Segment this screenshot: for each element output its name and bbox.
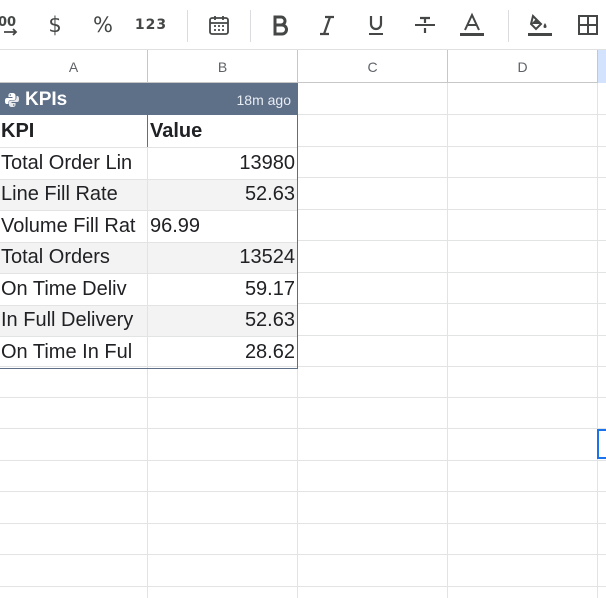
header-cell-value[interactable]: Value <box>150 119 203 142</box>
calendar-icon <box>209 16 229 35</box>
kpi-cell[interactable]: Volume Fill Rat <box>0 211 148 242</box>
strikethrough-icon <box>415 16 435 33</box>
gridline <box>298 114 606 115</box>
gridline <box>0 397 606 398</box>
refresh-age: 18m ago <box>236 91 291 108</box>
kpi-cell[interactable]: Total Order Lin <box>0 148 148 179</box>
table-row: On Time Deliv 59.17 <box>0 273 297 305</box>
column-headers: A B C D <box>0 50 606 83</box>
kpi-table[interactable]: KPIs 18m ago KPI Value Total Order Lin 1… <box>0 83 298 369</box>
gridline <box>298 272 606 273</box>
gridline <box>298 209 606 210</box>
value-cell[interactable]: 96.99 <box>150 214 201 237</box>
selected-cell-edge <box>597 429 606 459</box>
italic-button[interactable] <box>314 8 340 42</box>
bold-button[interactable] <box>267 8 293 42</box>
toolbar-separator <box>187 10 188 42</box>
more-formats-button[interactable]: 123 <box>134 8 168 42</box>
text-color-button[interactable] <box>458 8 486 42</box>
paint-bucket-icon <box>528 14 552 36</box>
svg-text:00: 00 <box>0 15 16 30</box>
header-cell-kpi[interactable]: KPI <box>0 115 148 147</box>
gridline <box>0 491 606 492</box>
borders-button[interactable] <box>574 8 602 42</box>
kpi-cell[interactable]: Line Fill Rate <box>0 179 148 210</box>
spreadsheet-grid[interactable]: KPIs 18m ago KPI Value Total Order Lin 1… <box>0 83 606 598</box>
column-header-b[interactable]: B <box>148 50 298 83</box>
gridline <box>597 83 598 598</box>
table-row: In Full Delivery 52.63 <box>0 304 297 336</box>
value-cell[interactable]: 59.17 <box>244 277 295 300</box>
gridline <box>298 177 606 178</box>
text-color-icon <box>460 12 484 36</box>
borders-icon <box>578 15 598 35</box>
table-title-text: KPIs <box>25 88 68 110</box>
strikethrough-button[interactable] <box>410 8 440 42</box>
gridline <box>0 586 606 587</box>
gridline <box>0 460 606 461</box>
table-title: KPIs <box>4 89 67 111</box>
gridline <box>298 303 606 304</box>
column-header-a[interactable]: A <box>0 50 148 83</box>
toolbar-separator <box>250 10 251 42</box>
italic-icon <box>320 15 334 36</box>
underline-icon <box>369 16 383 35</box>
gridline <box>447 83 448 598</box>
table-row: Total Orders 13524 <box>0 241 297 273</box>
value-cell[interactable]: 52.63 <box>244 183 295 206</box>
table-row: On Time In Ful 28.62 <box>0 336 297 368</box>
gridline <box>0 366 606 367</box>
decrease-decimal-button[interactable]: 00 <box>0 8 24 42</box>
decrease-decimal-icon: 00 <box>0 15 18 36</box>
value-cell[interactable]: 13980 <box>239 151 295 174</box>
bold-icon <box>273 15 288 36</box>
gridline <box>0 428 606 429</box>
kpi-cell[interactable]: On Time Deliv <box>0 274 148 305</box>
formatting-toolbar: 00 $ % 123 <box>0 0 606 50</box>
table-title-bar[interactable]: KPIs 18m ago <box>0 84 297 115</box>
insert-date-button[interactable] <box>205 8 233 42</box>
table-row: Line Fill Rate 52.63 <box>0 178 297 210</box>
underline-button[interactable] <box>363 8 389 42</box>
gridline <box>0 523 606 524</box>
kpi-cell[interactable]: In Full Delivery <box>0 305 148 336</box>
python-icon <box>5 92 19 107</box>
column-header-selected-edge <box>598 50 606 83</box>
gridline <box>298 146 606 147</box>
dollar-icon: $ <box>48 13 62 37</box>
table-row: Total Order Lin 13980 <box>0 147 297 179</box>
gridline <box>298 240 606 241</box>
table-row: Volume Fill Rat 96.99 <box>0 210 297 242</box>
percent-icon: % <box>93 13 113 37</box>
value-cell[interactable]: 28.62 <box>244 340 295 363</box>
table-header-row: KPI Value <box>0 115 297 147</box>
kpi-cell[interactable]: On Time In Ful <box>0 337 148 368</box>
kpi-cell[interactable]: Total Orders <box>0 242 148 273</box>
value-cell[interactable]: 13524 <box>239 246 295 269</box>
column-header-d[interactable]: D <box>448 50 598 83</box>
number-format-icon: 123 <box>134 17 168 33</box>
value-cell[interactable]: 52.63 <box>244 309 295 332</box>
column-header-c[interactable]: C <box>298 50 448 83</box>
gridline <box>298 335 606 336</box>
currency-format-button[interactable]: $ <box>43 8 67 42</box>
gridline <box>0 554 606 555</box>
toolbar-separator <box>508 10 509 42</box>
fill-color-button[interactable] <box>526 8 554 42</box>
percent-format-button[interactable]: % <box>89 8 117 42</box>
